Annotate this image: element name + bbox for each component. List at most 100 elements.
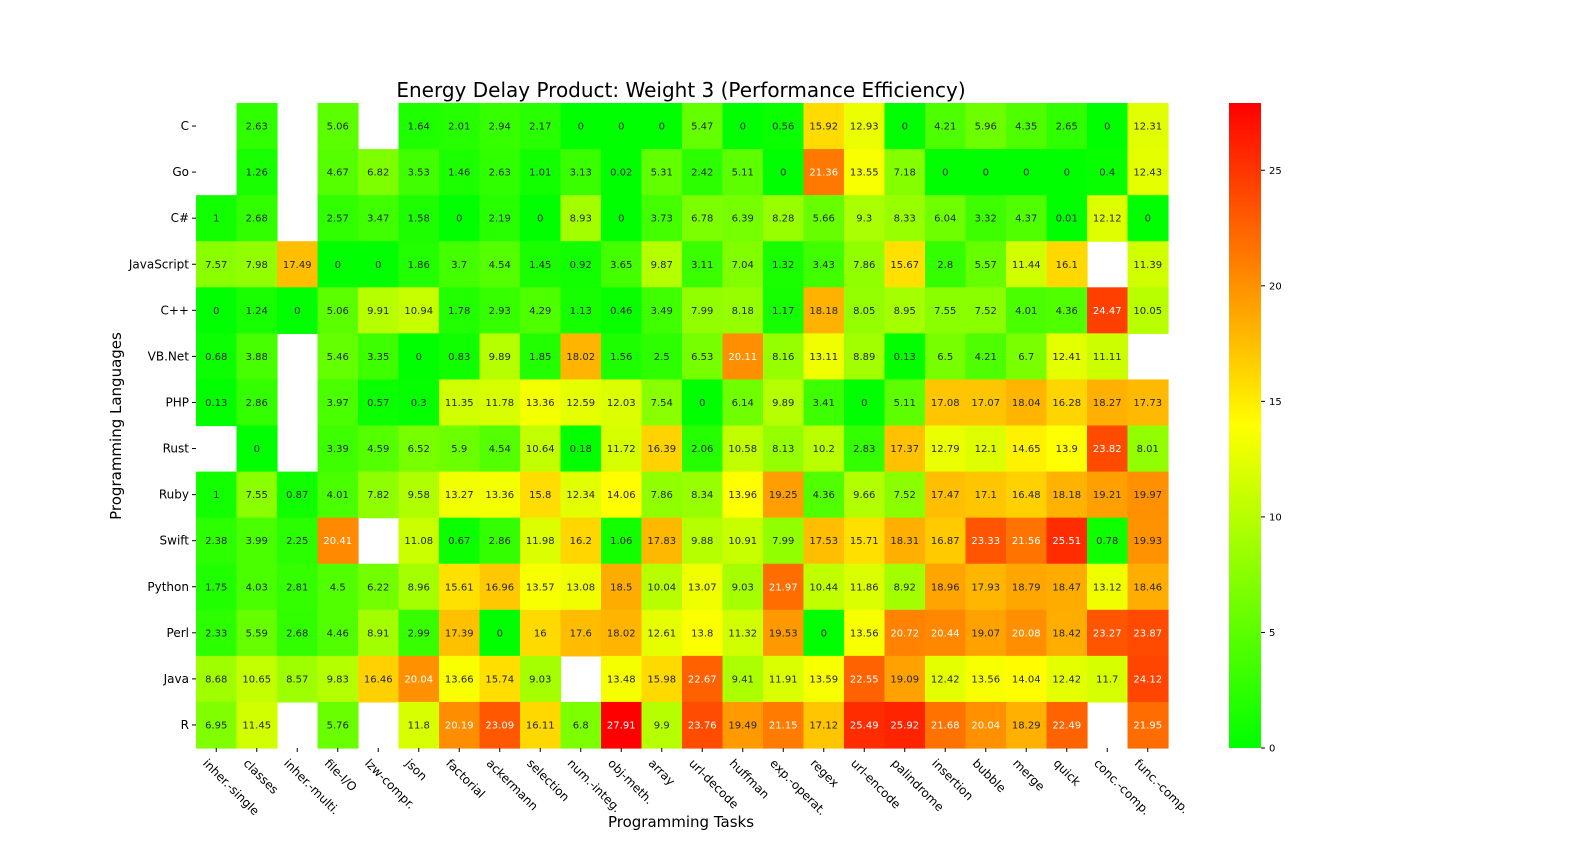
heatmap-cell (1006, 471, 1048, 519)
cell-value-label: 5.11 (894, 398, 916, 409)
heatmap-cell (236, 379, 278, 427)
heatmap-cell (277, 609, 319, 657)
cell-value-label: 12.59 (566, 398, 595, 409)
cell-value-label: 11.91 (769, 674, 798, 685)
heatmap-cell (884, 425, 926, 473)
cell-value-label: 2.68 (246, 214, 268, 225)
cell-value-label: 12.41 (1052, 352, 1081, 363)
colorbar-ticks: 0 5 10 15 20 25 (1261, 166, 1282, 755)
cell-value-label: 17.53 (809, 536, 838, 547)
cell-value-label: 9.91 (367, 306, 389, 317)
cell-value-label: 23.76 (688, 720, 717, 731)
cell-value-label: 2.06 (691, 444, 713, 455)
cell-value-label: 3.47 (367, 214, 389, 225)
heatmap-cell (1087, 379, 1129, 427)
cell-value-label: 7.55 (246, 490, 268, 501)
y-tick-label: Ruby (159, 488, 189, 502)
cell-value-label: 19.09 (890, 674, 919, 685)
x-tick-label: quick (1051, 756, 1084, 789)
heatmap-cell (1127, 655, 1169, 703)
heatmap-cell (803, 149, 845, 196)
heatmap-cell (763, 655, 805, 703)
heatmap-cell (925, 471, 967, 519)
heatmap-cell (236, 287, 278, 334)
cell-value-label: 16.1 (1056, 260, 1078, 271)
heatmap-cell (641, 333, 683, 381)
cell-value-label: 7.57 (205, 260, 227, 271)
heatmap-cell (722, 241, 764, 288)
heatmap-cell (236, 609, 278, 657)
cell-value-label: 19.07 (971, 628, 1000, 639)
cell-value-label: 8.96 (408, 582, 430, 593)
cell-value-label: 2.65 (1056, 122, 1078, 133)
heatmap-cell (1087, 655, 1129, 703)
cell-value-label: 1.64 (408, 122, 430, 133)
cell-value-label: 4.59 (367, 444, 389, 455)
cell-value-label: 14.06 (607, 490, 636, 501)
cell-value-label: 3.35 (367, 352, 389, 363)
cell-value-label: 2.01 (448, 122, 470, 133)
heatmap-cell (844, 103, 886, 150)
heatmap-cell (1006, 379, 1048, 427)
cell-value-label: 25.92 (890, 720, 919, 731)
cell-value-label: 2.68 (286, 628, 308, 639)
cell-value-label: 1 (213, 490, 219, 501)
heatmap-cell (560, 287, 602, 334)
cell-value-label: 4.01 (1015, 306, 1037, 317)
cell-value-label: 13.57 (526, 582, 555, 593)
heatmap-cell (763, 517, 805, 565)
heatmap-cell (277, 655, 319, 703)
heatmap-cell (1127, 425, 1169, 473)
heatmap-cell (560, 563, 602, 611)
cell-value-label: 15.67 (890, 260, 919, 271)
cell-value-label: 18.29 (1012, 720, 1041, 731)
cell-value-label: 23.33 (971, 536, 1000, 547)
cell-value-label: 13.9 (1056, 444, 1078, 455)
heatmap-cell (1046, 195, 1088, 242)
cell-value-label: 2.86 (246, 398, 268, 409)
cell-value-label: 5.76 (327, 720, 349, 731)
heatmap-cell (844, 701, 886, 749)
cell-value-label: 20.72 (890, 628, 919, 639)
heatmap-cell (439, 379, 481, 427)
cell-value-label: 16.48 (1012, 490, 1041, 501)
heatmap-cell (1087, 425, 1129, 473)
heatmap-cell (965, 425, 1007, 473)
heatmap-cell (641, 609, 683, 657)
cell-value-label: 0 (659, 122, 665, 133)
heatmap-cell (317, 103, 359, 150)
cell-value-label: 6.04 (934, 214, 956, 225)
heatmap-cell (317, 701, 359, 749)
cell-value-label: 2.38 (205, 536, 227, 547)
heatmap-cell (884, 655, 926, 703)
y-tick-label: Go (172, 165, 189, 179)
cell-value-label: 0 (1104, 122, 1110, 133)
heatmap-cell (965, 517, 1007, 565)
heatmap-cell (965, 195, 1007, 242)
heatmap-cell (763, 333, 805, 381)
cell-value-label: 15.71 (850, 536, 879, 547)
cell-value-label: 11.86 (850, 582, 879, 593)
cell-value-label: 14.04 (1012, 674, 1041, 685)
heatmap-cell (1046, 287, 1088, 334)
cell-value-label: 21.56 (1012, 536, 1041, 547)
heatmap-cell (601, 149, 643, 196)
cell-value-label: 0.02 (610, 168, 632, 179)
cell-value-label: 0 (497, 628, 503, 639)
cell-value-label: 2.86 (489, 536, 511, 547)
heatmap-cell (236, 563, 278, 611)
heatmap-cell (965, 655, 1007, 703)
heatmap-cell (520, 379, 562, 427)
heatmap-cell (317, 287, 359, 334)
cell-value-label: 1.06 (610, 536, 632, 547)
cell-value-label: 18.47 (1052, 582, 1081, 593)
heatmap-cell (317, 609, 359, 657)
heatmap-cell (196, 241, 238, 288)
cell-value-label: 8.89 (853, 352, 875, 363)
cell-value-label: 8.18 (732, 306, 754, 317)
cell-value-label: 15.98 (647, 674, 676, 685)
cell-value-label: 23.87 (1133, 628, 1162, 639)
heatmap-cell (479, 287, 521, 334)
heatmap-cell (884, 471, 926, 519)
